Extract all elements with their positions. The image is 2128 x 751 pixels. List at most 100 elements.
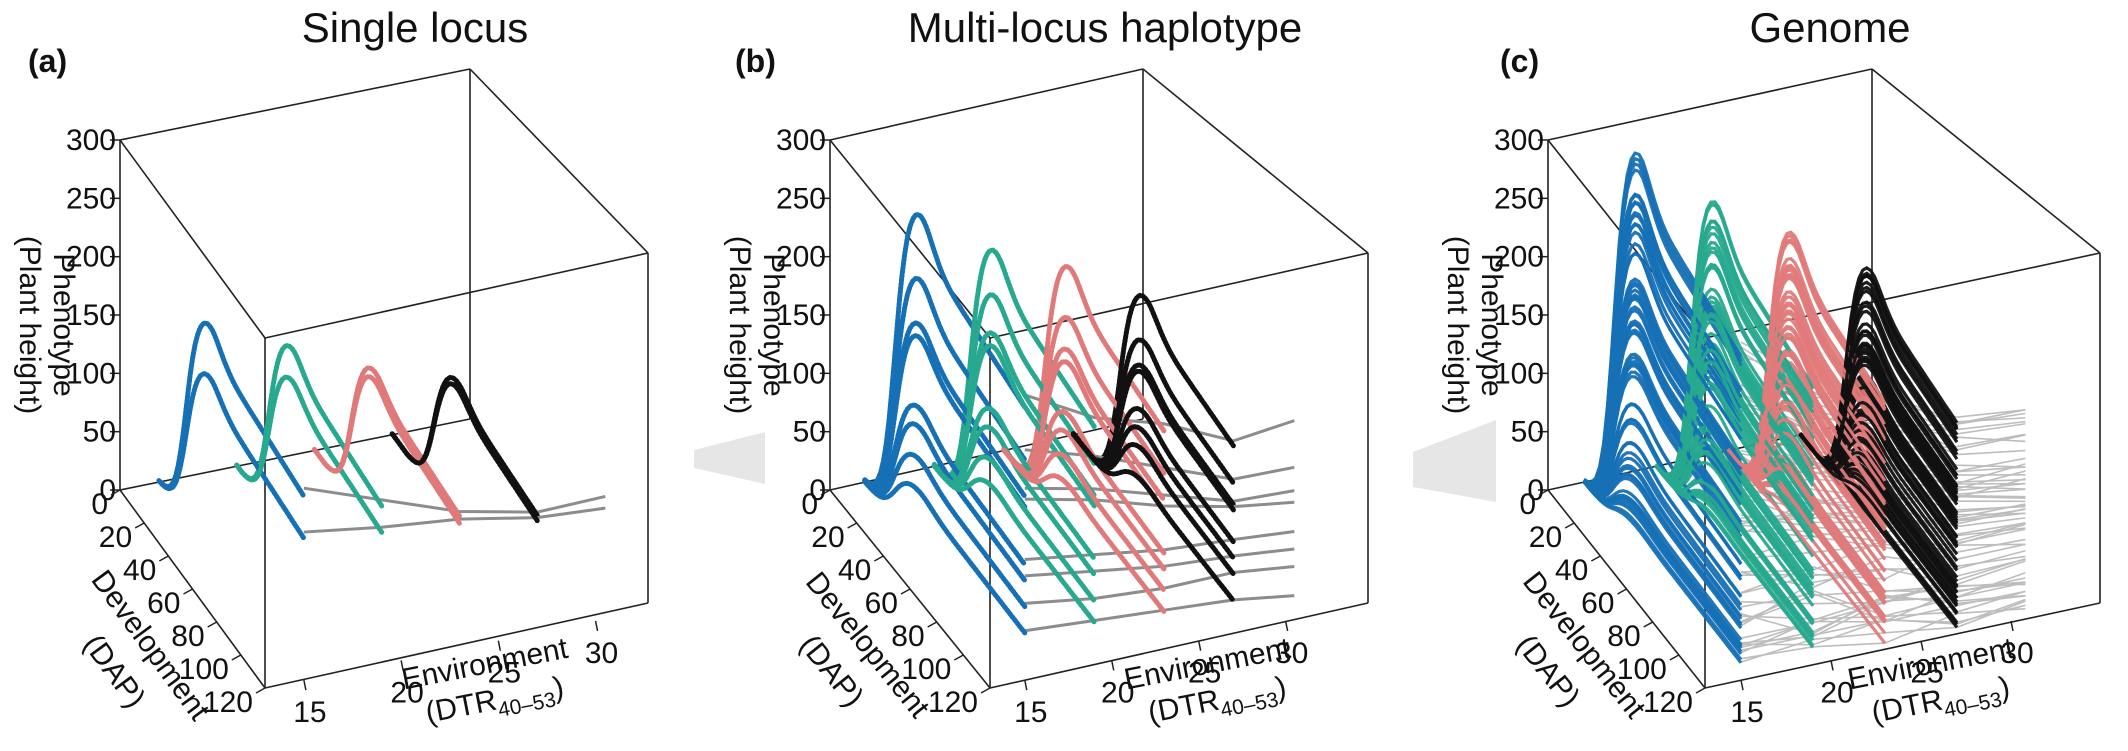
environment-sub-index: 40–53: [1942, 688, 2004, 722]
panel-letter: (c): [1500, 43, 1539, 79]
z-tick-label: 150: [776, 299, 826, 332]
y-tick-label: 80: [891, 620, 924, 653]
y-tick-label: 120: [1643, 686, 1693, 719]
x-tick-label: 25: [1910, 657, 1943, 690]
z-tick-label: 200: [776, 241, 826, 274]
phenotype-axis-sublabel: (Plant height): [723, 236, 756, 414]
genome-growth-curve: [1654, 437, 1815, 587]
panel-multi-locus-haplotype: Multi-locus haplotype(b)0501001502002503…: [723, 4, 1369, 730]
genome-growth-curve: [1582, 480, 1743, 641]
y-tick-mark: [158, 555, 169, 562]
y-tick-label: 80: [171, 620, 204, 653]
growth-curve: [931, 463, 1097, 625]
panel-letter: (a): [28, 43, 67, 79]
y-tick-label: 120: [203, 686, 253, 719]
x-tick-mark: [1197, 640, 1202, 651]
genome-growth-curve: [1726, 383, 1887, 532]
growth-curve: [389, 381, 540, 524]
genome-growth-curve: [1726, 324, 1887, 482]
y-tick-label: 20: [99, 521, 132, 554]
growth-curve: [1001, 447, 1167, 614]
growth-curve: [862, 479, 1028, 636]
genome-growth-curve: [1582, 480, 1743, 646]
growth-curve: [931, 454, 1097, 604]
panel-letter: (b): [735, 43, 776, 79]
x-tick-mark: [400, 660, 404, 671]
genome-growth-curve: [1582, 402, 1743, 565]
genome-connector-line: [1740, 427, 2026, 496]
x-tick-mark: [1830, 660, 1834, 671]
z-tick-label: 50: [1511, 416, 1544, 449]
y-tick-mark: [927, 621, 938, 628]
box-edge-bottom-front: [989, 602, 1369, 689]
x-tick-mark: [594, 620, 599, 632]
genome-growth-curve: [1726, 431, 1887, 573]
y-tick-label: 0: [1519, 488, 1536, 521]
y-tick-mark: [953, 654, 964, 661]
y-tick-label: 100: [1617, 653, 1667, 686]
x-tick-label: 15: [1014, 696, 1047, 729]
growth-curve: [311, 374, 462, 526]
box-edge-top-right: [469, 68, 649, 254]
genome-growth-curve: [1726, 266, 1887, 469]
y-tick-label: 20: [811, 521, 844, 554]
y-tick-mark: [207, 621, 218, 628]
genome-growth-curve: [1654, 452, 1815, 599]
growth-curve: [862, 421, 1028, 583]
genome-growth-curve: [1582, 476, 1743, 630]
panel-title: Multi-locus haplotype: [908, 4, 1303, 51]
genome-connector-line: [1740, 538, 2026, 573]
genome-growth-curve: [1582, 456, 1743, 612]
genome-growth-curve: [1654, 465, 1815, 649]
phenotype-axis-sublabel: (Plant height): [1441, 236, 1474, 414]
z-tick-label: 150: [1494, 299, 1544, 332]
phenotype-axis-label: Phenotype: [47, 253, 80, 396]
box-edge-top-back: [119, 68, 471, 141]
z-tick-label: 200: [66, 241, 116, 274]
box-edge-top-front: [264, 252, 649, 339]
y-tick-mark: [110, 489, 121, 496]
z-tick-label: 150: [66, 299, 116, 332]
genome-growth-curve: [1654, 465, 1815, 626]
x-tick-label: 15: [293, 696, 326, 729]
growth-curve: [862, 451, 1028, 610]
y-tick-mark: [231, 654, 242, 661]
box-edge-top-left: [119, 139, 266, 339]
x-tick-label: 25: [488, 657, 521, 690]
y-tick-label: 120: [928, 686, 978, 719]
phenotype-axis-sublabel: (Plant height): [13, 236, 46, 414]
environment-sub-index: 40–53: [1219, 688, 1281, 722]
arrow-2: [1413, 420, 1496, 502]
z-tick-label: 300: [1494, 124, 1544, 157]
box-edge-top-left: [829, 139, 991, 339]
genome-growth-curve: [1654, 311, 1815, 481]
y-tick-mark: [1617, 588, 1627, 595]
x-tick-mark: [1024, 679, 1028, 691]
growth-curve: [1070, 432, 1236, 604]
z-tick-label: 100: [776, 357, 826, 390]
box-edge-top-back: [1547, 68, 1873, 141]
box-edge-top-front: [989, 252, 1369, 339]
genome-growth-curve: [1726, 353, 1887, 506]
growth-curve: [234, 374, 385, 535]
y-tick-label: 60: [865, 587, 898, 620]
y-tick-label: 60: [1581, 587, 1614, 620]
growth-curve: [862, 211, 1028, 487]
y-tick-label: 60: [147, 587, 180, 620]
x-tick-mark: [1284, 620, 1289, 632]
genome-growth-curve: [1583, 251, 1743, 487]
z-tick-label: 0: [1527, 474, 1544, 507]
x-tick-label: 30: [585, 637, 618, 670]
x-tick-mark: [303, 679, 307, 691]
x-tick-mark: [1740, 679, 1744, 691]
y-tick-mark: [1590, 555, 1601, 562]
y-tick-label: 40: [1555, 554, 1588, 587]
phenotype-axis-label: Phenotype: [757, 253, 790, 396]
growth-curve: [156, 371, 307, 541]
genome-growth-curve: [1582, 440, 1743, 598]
arrow-1: [694, 432, 765, 484]
z-tick-label: 250: [66, 182, 116, 215]
x-tick-mark: [2010, 620, 2014, 632]
z-tick-label: 250: [1494, 182, 1544, 215]
